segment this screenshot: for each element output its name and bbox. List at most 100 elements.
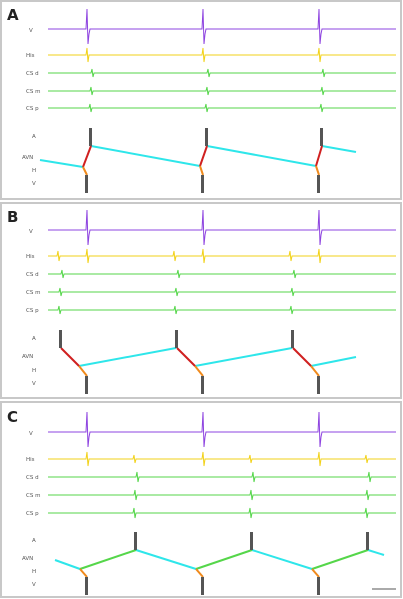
panel-c-ladder-label-v: V bbox=[32, 582, 36, 588]
panel-a-label-v: V bbox=[29, 28, 33, 34]
panel-c-conduction-segment bbox=[367, 549, 385, 556]
panel-c-his-ventricle-segment bbox=[79, 568, 88, 578]
panel-a-ladder-label-h: H bbox=[32, 168, 36, 174]
panel-c-conduction-segment bbox=[251, 549, 313, 570]
panel-b-letter: B bbox=[7, 208, 18, 226]
panel-c-conduction-segment bbox=[135, 549, 197, 570]
panel-b-his-ventricle-segment bbox=[78, 365, 88, 377]
panel-b-ladder bbox=[59, 330, 357, 394]
panel-c-trace-cs-d bbox=[48, 471, 396, 483]
panel-c-conduction-segment bbox=[79, 549, 137, 570]
panel-a-ladder bbox=[39, 128, 357, 193]
panel-c-atrial-block bbox=[250, 532, 253, 550]
panel-c-label-csm: CS m bbox=[26, 493, 40, 499]
panel-c-ladder-label-h: H bbox=[32, 569, 36, 575]
panel-c-his-ventricle-segment bbox=[195, 568, 204, 578]
panel-c-letter: C bbox=[7, 408, 18, 426]
panel-c: C V His CS d CS m CS p A AVN H V bbox=[0, 401, 402, 598]
panel-b-conduction-segment bbox=[194, 347, 293, 367]
panel-c-atrial-block bbox=[366, 532, 369, 550]
panel-b-his-ventricle-segment bbox=[310, 365, 320, 377]
panel-a-atrial-block bbox=[320, 128, 323, 146]
panel-a-trace-cs-p bbox=[48, 103, 396, 113]
panel-b-trace-his bbox=[48, 248, 396, 264]
panel-b-atrial-block bbox=[291, 330, 294, 348]
panel-b-label-v: V bbox=[29, 229, 33, 235]
panel-c-atrial-block bbox=[134, 532, 137, 550]
panel-c-label-v: V bbox=[29, 431, 33, 437]
panel-c-his-ventricle-segment bbox=[311, 568, 320, 578]
panel-a-conduction-segment bbox=[315, 145, 323, 167]
panel-a-trace-v bbox=[48, 8, 396, 45]
panel-b: B V His CS d CS m CS p A AVN H V bbox=[0, 202, 402, 399]
panel-a-conduction-segment bbox=[82, 145, 92, 168]
panel-b-atrial-block bbox=[59, 330, 62, 348]
panel-a-atrial-block bbox=[89, 128, 92, 146]
panel-a-label-csd: CS d bbox=[26, 71, 39, 77]
panel-b-trace-cs-d bbox=[48, 269, 396, 279]
panel-c-ventricular-block bbox=[201, 577, 204, 595]
panel-a-his-ventricle-segment bbox=[315, 165, 320, 176]
panel-a-conduction-segment bbox=[90, 145, 201, 167]
panel-b-ladder-label-avn: AVN bbox=[22, 354, 33, 360]
panel-a-trace-cs-m bbox=[48, 86, 396, 96]
panel-c-ladder-label-a: A bbox=[32, 538, 36, 544]
panel-c-conduction-segment bbox=[311, 549, 369, 570]
panel-a-conduction-segment bbox=[321, 145, 357, 153]
panel-a-trace-cs-d bbox=[48, 68, 396, 78]
panel-b-ladder-label-a: A bbox=[32, 336, 36, 342]
panel-c-ladder bbox=[54, 532, 385, 595]
panel-c-label-csd: CS d bbox=[26, 475, 39, 481]
panel-b-conduction-segment bbox=[310, 356, 357, 367]
panel-c-label-his: His bbox=[26, 457, 35, 463]
panel-c-trace-his bbox=[48, 451, 396, 467]
panel-b-ventricular-block bbox=[201, 376, 204, 394]
panel-a-conduction-segment bbox=[39, 159, 84, 168]
panel-b-ventricular-block bbox=[317, 376, 320, 394]
panel-b-label-csd: CS d bbox=[26, 272, 39, 278]
panel-b-conduction-segment bbox=[60, 347, 80, 367]
panel-a-label-csm: CS m bbox=[26, 89, 40, 95]
panel-b-trace-v bbox=[48, 209, 396, 246]
panel-b-conduction-segment bbox=[176, 347, 196, 367]
panel-a-ventricular-block bbox=[317, 175, 320, 193]
panel-b-conduction-segment bbox=[78, 347, 177, 367]
panel-a-conduction-segment bbox=[206, 145, 317, 167]
panel-a-ladder-label-avn: AVN bbox=[22, 155, 33, 161]
panel-b-trace-cs-m bbox=[48, 287, 396, 297]
panel-b-frame bbox=[0, 202, 402, 399]
panel-b-trace-cs-p bbox=[48, 305, 396, 315]
panel-c-trace-cs-m bbox=[48, 489, 396, 501]
panel-b-conduction-segment bbox=[292, 347, 312, 367]
panel-a-his-ventricle-segment bbox=[82, 166, 88, 176]
panel-c-conduction-segment bbox=[195, 549, 253, 570]
panel-a-trace-his bbox=[48, 47, 396, 63]
panel-a-his-ventricle-segment bbox=[199, 165, 204, 176]
panel-c-trace-v bbox=[48, 411, 396, 448]
panel-b-atrial-block bbox=[175, 330, 178, 348]
panel-a-ventricular-block bbox=[85, 175, 88, 193]
panel-a-ladder-label-v: V bbox=[32, 181, 36, 187]
panel-c-trace-cs-p bbox=[48, 507, 396, 519]
panel-a-label-his: His bbox=[26, 53, 35, 59]
panel-a: A V His CS d CS m CS p A AVN H V bbox=[0, 0, 402, 200]
panel-a-ladder-label-a: A bbox=[32, 134, 36, 140]
panel-c-ventricular-block bbox=[317, 577, 320, 595]
panel-b-his-ventricle-segment bbox=[194, 365, 204, 377]
panel-b-ventricular-block bbox=[85, 376, 88, 394]
panel-b-ladder-label-v: V bbox=[32, 381, 36, 387]
panel-a-label-csp: CS p bbox=[26, 106, 39, 112]
panel-b-label-his: His bbox=[26, 254, 35, 260]
panel-c-ventricular-block bbox=[85, 577, 88, 595]
panel-b-ladder-label-h: H bbox=[32, 368, 36, 374]
panel-a-letter: A bbox=[7, 6, 19, 24]
panel-b-label-csm: CS m bbox=[26, 290, 40, 296]
panel-c-label-csp: CS p bbox=[26, 511, 39, 517]
panel-b-label-csp: CS p bbox=[26, 308, 39, 314]
panel-c-conduction-segment bbox=[54, 559, 81, 570]
panel-a-ventricular-block bbox=[201, 175, 204, 193]
panel-c-ladder-label-avn: AVN bbox=[22, 556, 33, 562]
panel-a-conduction-segment bbox=[199, 145, 208, 167]
panel-a-atrial-block bbox=[205, 128, 208, 146]
